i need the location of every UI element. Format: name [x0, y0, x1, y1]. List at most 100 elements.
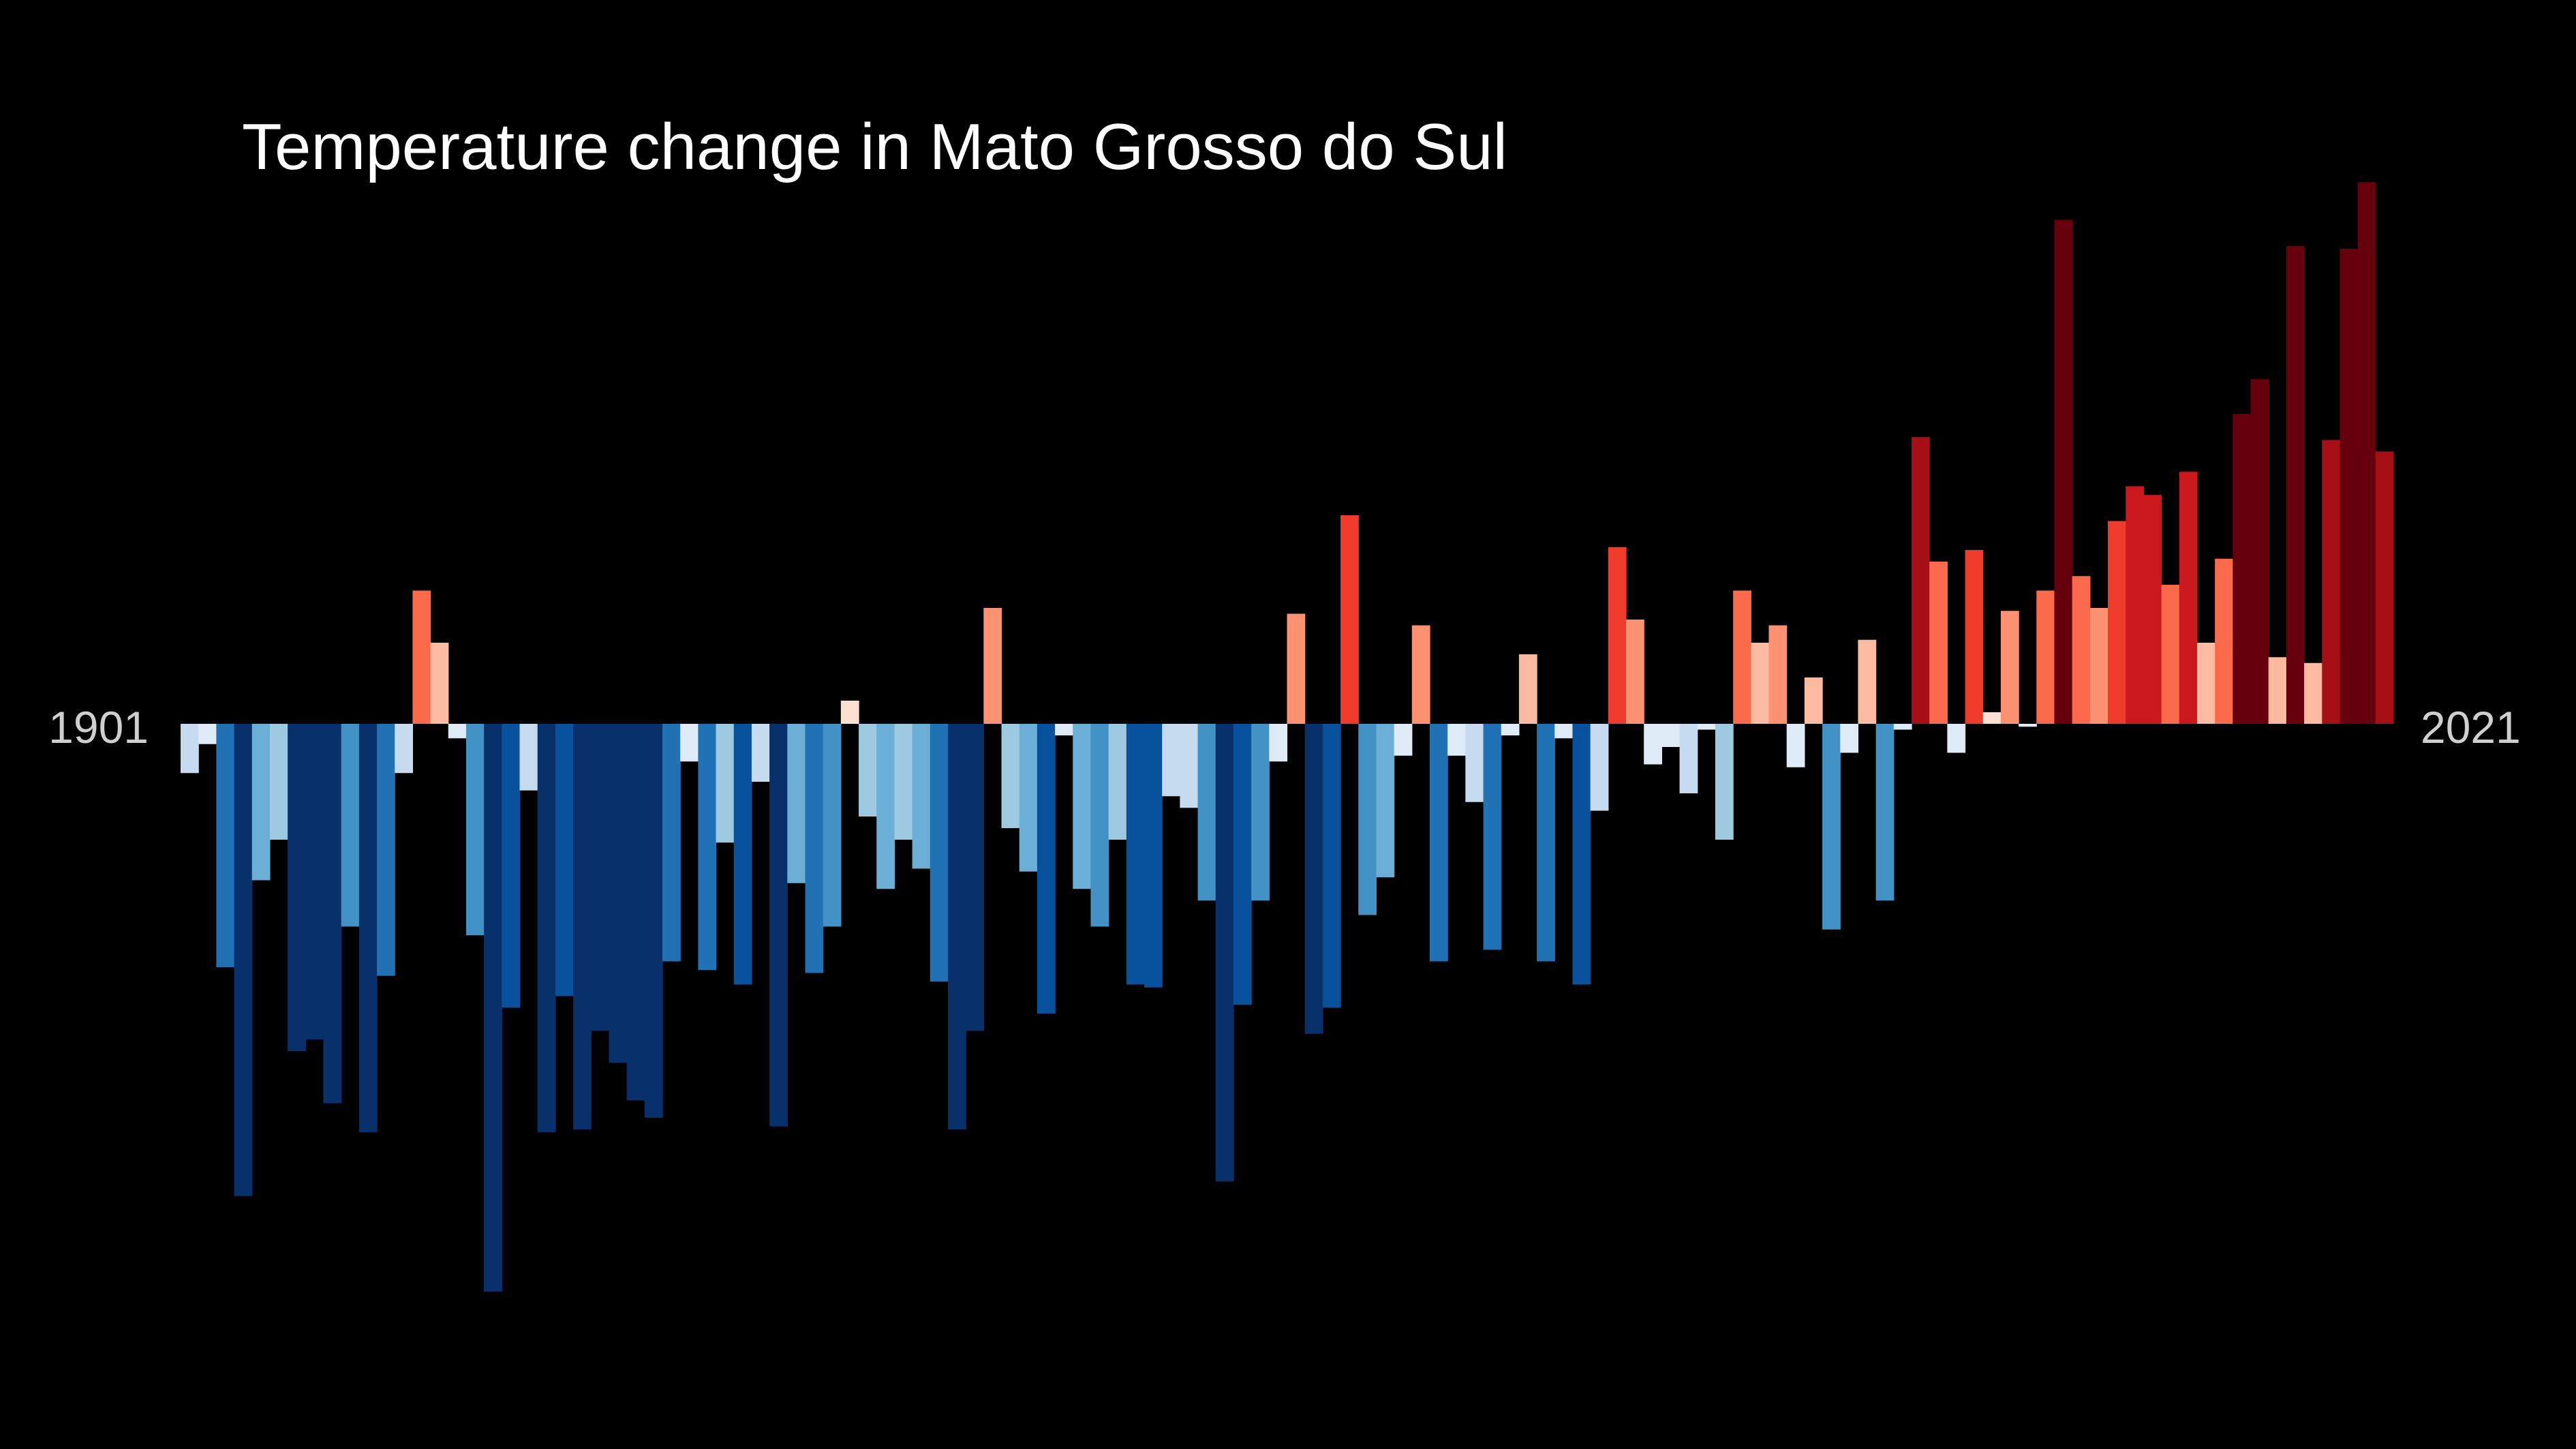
bar-1910 — [341, 724, 360, 927]
bar-1950 — [1055, 724, 1073, 735]
bar-1999 — [1929, 562, 1948, 724]
bar-1965 — [1322, 724, 1341, 1008]
bar-1902 — [198, 724, 217, 744]
bar-2003 — [2000, 611, 2019, 724]
bar-1992 — [1804, 677, 1823, 724]
bar-1919 — [502, 724, 521, 1008]
bar-1969 — [1394, 724, 1413, 756]
bar-1990 — [1768, 625, 1788, 724]
bar-1912 — [377, 724, 395, 976]
bar-2017 — [2250, 379, 2269, 724]
bar-2019 — [2286, 245, 2305, 724]
bar-1961 — [1251, 724, 1270, 901]
bar-2008 — [2089, 608, 2109, 724]
bar-1935 — [787, 724, 806, 883]
bar-2004 — [2019, 724, 2037, 727]
bar-1976 — [1518, 654, 1537, 724]
bar-1954 — [1126, 724, 1145, 985]
bar-1934 — [769, 724, 788, 1127]
bar-1971 — [1429, 724, 1448, 962]
bar-2005 — [2036, 590, 2055, 724]
bar-1928 — [662, 724, 681, 962]
bar-2010 — [2126, 486, 2145, 724]
bar-1978 — [1554, 724, 1574, 739]
bar-1927 — [644, 724, 663, 1118]
bar-1909 — [323, 724, 342, 1103]
bar-1906 — [269, 724, 288, 840]
bar-1946 — [983, 608, 1002, 724]
bar-1948 — [1019, 724, 1038, 872]
bar-1962 — [1269, 724, 1288, 762]
bar-1991 — [1786, 724, 1805, 767]
bar-1922 — [555, 724, 574, 996]
bar-1997 — [1893, 724, 1912, 730]
bar-2023 — [2357, 182, 2376, 724]
bar-2018 — [2268, 657, 2287, 724]
bar-1913 — [395, 724, 414, 774]
bar-1972 — [1447, 724, 1466, 756]
bar-1957 — [1180, 724, 1199, 808]
bar-1907 — [288, 724, 306, 1052]
bar-1970 — [1411, 625, 1430, 724]
start-year-label: 1901 — [48, 702, 149, 752]
bar-1985 — [1679, 724, 1698, 793]
bar-2020 — [2304, 662, 2322, 724]
bar-2001 — [1965, 550, 1984, 724]
bar-1925 — [609, 724, 628, 1063]
bar-1915 — [430, 643, 449, 724]
bar-1943 — [930, 724, 949, 982]
bar-1956 — [1162, 724, 1180, 797]
bar-1977 — [1537, 724, 1555, 962]
chart-title: Temperature change in Mato Grosso do Sul — [242, 110, 1507, 183]
bar-1942 — [912, 724, 931, 869]
bar-1923 — [573, 724, 592, 1129]
bar-1944 — [947, 724, 966, 1129]
bar-1995 — [1858, 639, 1877, 724]
bar-2024 — [2375, 451, 2394, 724]
bar-1975 — [1501, 724, 1520, 735]
bar-2007 — [2072, 576, 2091, 724]
bar-2012 — [2161, 585, 2180, 724]
bar-1924 — [591, 724, 610, 1031]
bar-1955 — [1144, 724, 1163, 988]
bar-1982 — [1626, 620, 1644, 724]
bar-2014 — [2196, 643, 2215, 724]
bar-2006 — [2054, 219, 2073, 724]
bar-1903 — [216, 724, 235, 967]
bar-1989 — [1751, 643, 1770, 724]
bar-1966 — [1340, 515, 1359, 724]
bar-1937 — [823, 724, 842, 927]
bar-1967 — [1358, 724, 1377, 915]
bar-1958 — [1197, 724, 1216, 901]
bar-1994 — [1840, 724, 1859, 753]
bar-2011 — [2143, 495, 2162, 724]
bar-1939 — [859, 724, 877, 817]
bar-1963 — [1287, 613, 1306, 724]
bar-1984 — [1661, 724, 1681, 747]
bar-1947 — [1001, 724, 1020, 828]
bar-1904 — [234, 724, 253, 1196]
bar-1941 — [894, 724, 913, 840]
bar-1968 — [1376, 724, 1395, 878]
bar-1930 — [698, 724, 717, 971]
bar-1986 — [1697, 724, 1716, 730]
bar-2009 — [2108, 521, 2126, 724]
bar-1951 — [1073, 724, 1092, 889]
bar-1905 — [251, 724, 271, 881]
bar-2000 — [1947, 724, 1966, 753]
bar-1916 — [448, 724, 467, 739]
bar-2015 — [2215, 558, 2233, 724]
bar-1998 — [1911, 437, 1930, 724]
bar-1908 — [305, 724, 324, 1040]
bar-2002 — [1982, 712, 2002, 724]
bar-1932 — [733, 724, 752, 985]
bar-1953 — [1108, 724, 1127, 840]
end-year-label: 2021 — [2421, 702, 2521, 752]
bar-2013 — [2179, 472, 2198, 724]
bar-1918 — [484, 724, 502, 1292]
bar-2022 — [2340, 249, 2359, 724]
bar-1983 — [1644, 724, 1662, 765]
bar-2016 — [2233, 414, 2252, 724]
bar-1921 — [537, 724, 556, 1133]
